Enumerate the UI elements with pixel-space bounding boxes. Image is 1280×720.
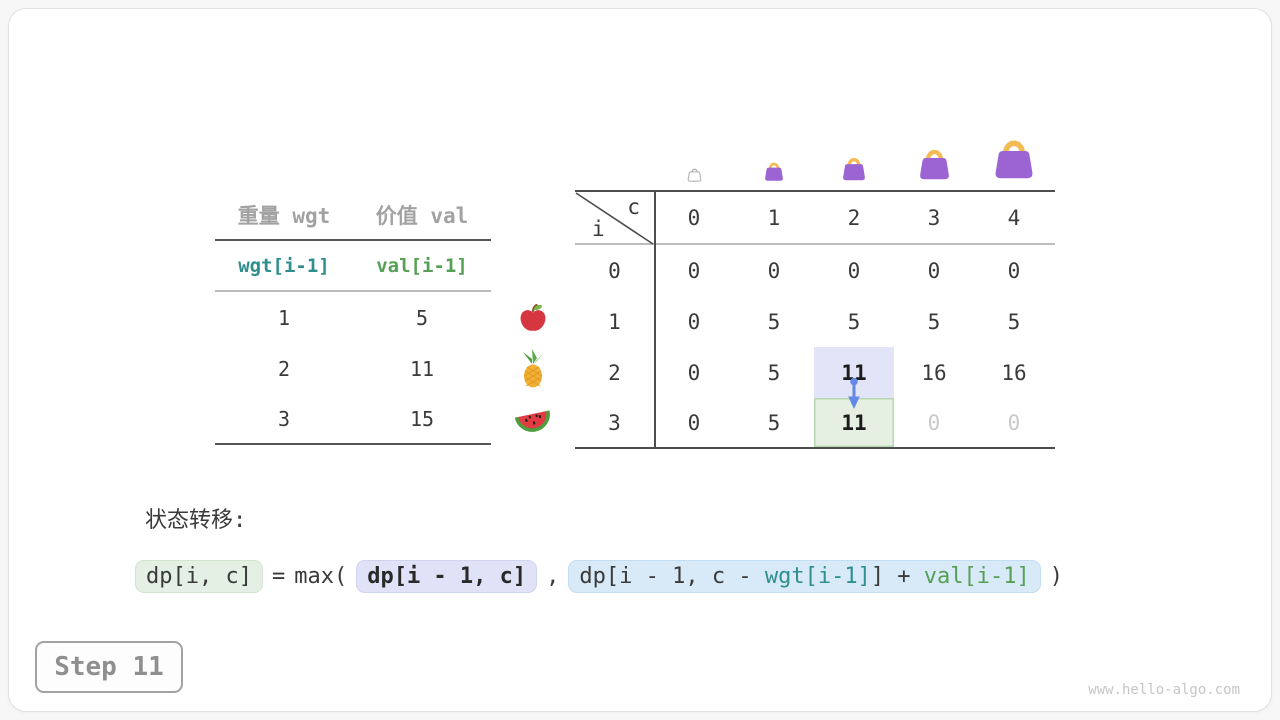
dp-cell-3-1: 5: [767, 410, 781, 435]
dp-cell-0-3: 0: [927, 258, 941, 283]
pineapple-value: 11: [409, 356, 435, 381]
formula-arg2-wgt: wgt[i-1]: [764, 564, 871, 589]
formula-arg1: dp[i - 1, c]: [356, 560, 538, 593]
dp-row-3: 3 0 5 11 0 0: [575, 398, 1055, 449]
dp-row-0: 0 0 0 0 0 0: [575, 245, 1055, 296]
watermark: www.hello-algo.com: [1088, 682, 1240, 698]
formula-lhs: dp[i, c]: [135, 560, 263, 593]
items-table-subheader-row: wgt[i-1] val[i-1]: [215, 241, 491, 292]
col-header-2: 2: [847, 205, 861, 230]
val-subheader: val[i-1]: [376, 254, 468, 277]
apple-icon: [512, 292, 554, 343]
capacity-bags-row: [654, 132, 1054, 184]
items-row-apple: 1 5: [215, 292, 491, 343]
row-header-3: 3: [608, 410, 621, 435]
watermelon-icon: [512, 394, 554, 445]
formula-close-paren: ): [1049, 564, 1064, 589]
dp-corner-cell: c i: [575, 192, 654, 245]
dp-cell-1-2: 5: [847, 309, 861, 334]
col-header-3: 3: [927, 205, 941, 230]
dp-cell-0-1: 0: [767, 258, 781, 283]
transition-arrow-down-icon: [848, 377, 860, 409]
watermelon-value: 15: [409, 406, 435, 431]
pineapple-weight: 2: [277, 356, 291, 381]
apple-weight: 1: [277, 305, 291, 330]
items-row-pineapple: 2 11: [215, 343, 491, 394]
formula-arg2-middle: ] +: [870, 564, 924, 589]
formula-arg2-prefix: dp[i - 1, c -: [579, 564, 765, 589]
dp-row-2: 2 0 5 11 16 16: [575, 347, 1055, 398]
formula-comma: ,: [546, 564, 560, 589]
bag-large-icon: [894, 132, 974, 184]
dp-cell-1-0: 0: [687, 309, 701, 334]
pineapple-icon: [512, 343, 554, 394]
fruit-icon-column: [512, 292, 554, 445]
formula-max-open: max(: [294, 564, 348, 589]
dp-cell-1-4: 5: [1007, 309, 1021, 334]
col-header-4: 4: [1007, 205, 1021, 230]
items-row-watermelon: 3 15: [215, 394, 491, 445]
dp-cell-2-0: 0: [687, 360, 701, 385]
row-header-2: 2: [608, 360, 621, 385]
dp-cell-0-0: 0: [687, 258, 701, 283]
watermelon-weight: 3: [277, 406, 291, 431]
row-header-1: 1: [608, 309, 621, 334]
formula-arg2-val: val[i-1]: [923, 564, 1030, 589]
weight-column-header: 重量 wgt: [237, 203, 331, 228]
formula-arg2: dp[i - 1, c - wgt[i-1]] + val[i-1]: [568, 560, 1041, 593]
dp-cell-2-4: 16: [1001, 360, 1027, 385]
dp-cell-1-1: 5: [767, 309, 781, 334]
step-badge: Step 11: [35, 641, 183, 693]
row-header-0: 0: [608, 258, 621, 283]
value-column-header: 价值 val: [375, 203, 469, 228]
col-variable-label: c: [627, 195, 640, 219]
figure-card: [8, 8, 1272, 712]
items-table-header-row: 重量 wgt 价值 val: [215, 190, 491, 241]
col-header-0: 0: [687, 205, 701, 230]
apple-value: 5: [415, 305, 429, 330]
dp-cell-0-2: 0: [847, 258, 861, 283]
bag-small-icon: [734, 132, 814, 184]
row-variable-label: i: [592, 217, 605, 241]
dp-cell-3-4: 0: [1007, 410, 1021, 435]
col-header-1: 1: [767, 205, 781, 230]
state-transition-heading: 状态转移:: [145, 508, 247, 533]
bag-xlarge-icon: [974, 132, 1054, 184]
items-table: 重量 wgt 价值 val wgt[i-1] val[i-1] 1 5 2 11…: [215, 190, 491, 445]
dp-cell-2-1: 5: [767, 360, 781, 385]
dp-table-vertical-divider: [654, 190, 656, 447]
wgt-subheader: wgt[i-1]: [238, 254, 330, 277]
dp-cell-1-3: 5: [927, 309, 941, 334]
dp-cell-3-3: 0: [927, 410, 941, 435]
dp-cell-3-0: 0: [687, 410, 701, 435]
bag-medium-icon: [814, 132, 894, 184]
dp-row-1: 1 0 5 5 5 5: [575, 296, 1055, 347]
bag-outline-tiny-icon: [654, 132, 734, 184]
dp-table: c i 0 1 2 3 4 0 0 0 0 0 0 1 0 5 5 5 5 2: [575, 190, 1055, 449]
state-transition-formula: dp[i, c] = max( dp[i - 1, c] , dp[i - 1,…: [135, 560, 1063, 593]
formula-equals: =: [271, 564, 286, 589]
dp-cell-2-3: 16: [921, 360, 947, 385]
dp-table-header-row: c i 0 1 2 3 4: [575, 192, 1055, 245]
dp-cell-0-4: 0: [1007, 258, 1021, 283]
